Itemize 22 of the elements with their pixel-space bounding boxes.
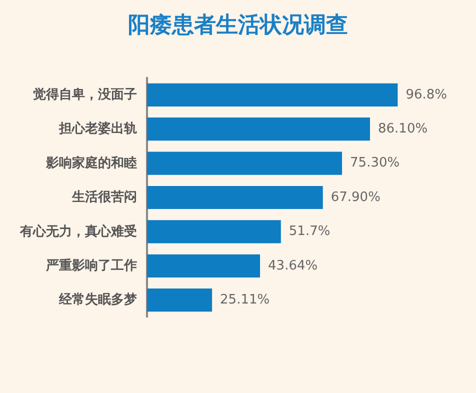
data-label: 67.90% (330, 190, 380, 205)
bar (147, 254, 260, 278)
y-tick-label: 严重影响了工作 (45, 257, 137, 272)
bar (147, 288, 212, 312)
y-tick-label: 有心无力，真心难受 (19, 223, 137, 238)
bar (147, 186, 323, 210)
y-tick-label: 生活很苦闷 (71, 189, 137, 204)
data-label: 86.10% (378, 121, 428, 136)
y-tick-label: 觉得自卑，没面子 (32, 86, 137, 102)
data-label: 43.64% (268, 258, 318, 274)
bar (147, 152, 342, 175)
y-tick-label: 影响家庭的和睦 (45, 154, 137, 170)
bar (147, 83, 398, 106)
y-tick-label: 经常失眠多梦 (58, 292, 138, 307)
data-label: 51.7% (288, 224, 330, 240)
data-label: 75.30% (350, 156, 400, 171)
chart-title: 阳痿患者生活状况调查 (127, 12, 349, 40)
y-tick-label: 担心老婆出轨 (58, 120, 137, 136)
data-label: 25.11% (220, 292, 270, 308)
bar (147, 118, 370, 141)
bar (147, 220, 281, 244)
data-label: 96.8% (406, 87, 448, 102)
